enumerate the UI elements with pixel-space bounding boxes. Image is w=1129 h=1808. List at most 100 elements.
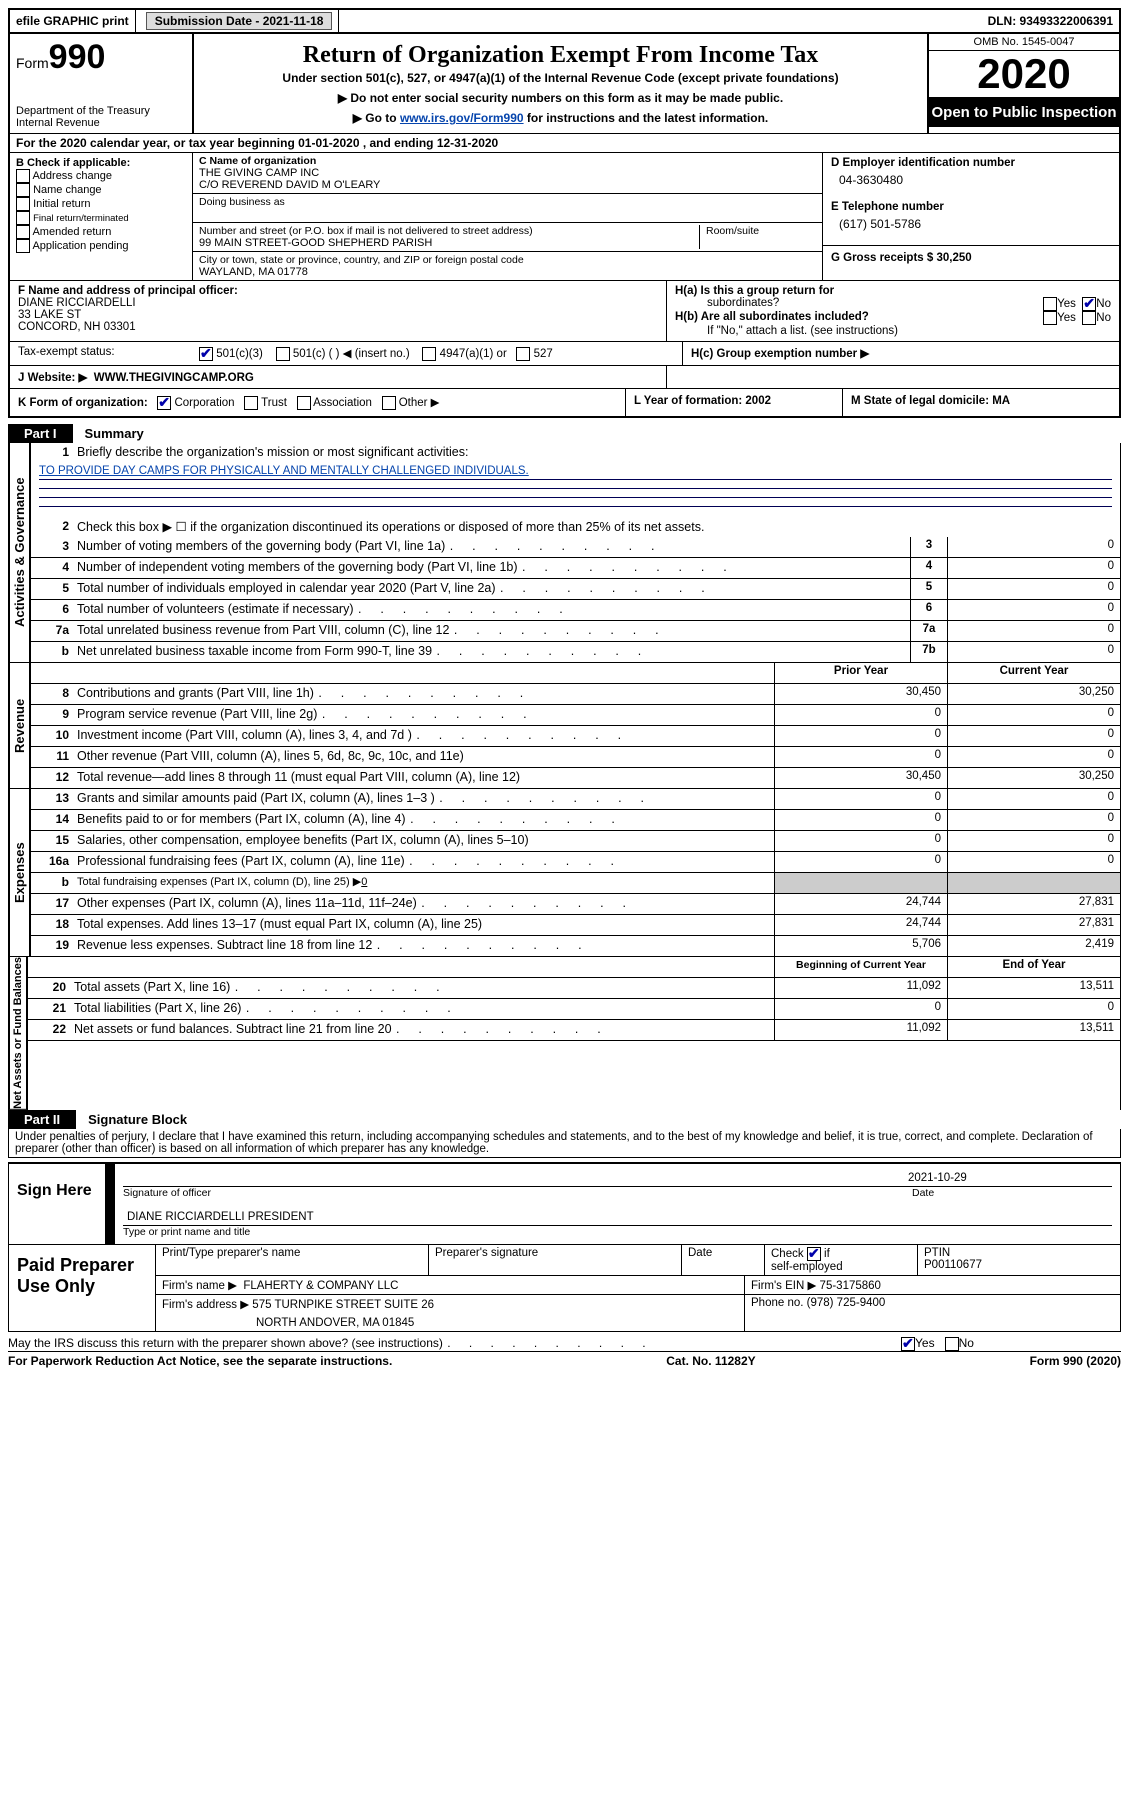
l5-text: Total number of individuals employed in …	[73, 579, 910, 599]
chk-527[interactable]	[516, 347, 530, 361]
part1-header: Part I Summary	[8, 424, 1121, 443]
sig-officer-label: Signature of officer	[123, 1187, 912, 1199]
h-curr: Current Year	[947, 663, 1120, 683]
inst-2: ▶ Go to www.irs.gov/Form990 for instruct…	[202, 111, 919, 125]
v9c: 0	[947, 705, 1120, 725]
status-label: Tax-exempt status:	[10, 342, 191, 365]
firm-ein: Firm's EIN ▶ 75-3175860	[745, 1276, 1120, 1294]
l8-text: Contributions and grants (Part VIII, lin…	[73, 684, 774, 704]
mission-text[interactable]: TO PROVIDE DAY CAMPS FOR PHYSICALLY AND …	[39, 465, 529, 477]
hb-inst: If "No," attach a list. (see instruction…	[675, 325, 1111, 337]
opt-assoc: Association	[313, 397, 372, 409]
dba-blank	[199, 208, 816, 220]
part2-header: Part II Signature Block	[8, 1110, 1121, 1129]
v18p: 24,744	[774, 915, 947, 935]
chk-hb-yes[interactable]	[1043, 311, 1057, 325]
chk-ha-no[interactable]	[1082, 297, 1096, 311]
part1-title: Summary	[73, 424, 156, 443]
form-subtitle: Under section 501(c), 527, or 4947(a)(1)…	[202, 71, 919, 85]
bottom-q: May the IRS discuss this return with the…	[8, 1336, 901, 1351]
section-m: M State of legal domicile: MA	[842, 389, 1119, 416]
v15p: 0	[774, 831, 947, 851]
n19: 19	[31, 936, 73, 956]
tax-year: 2020	[929, 51, 1119, 98]
officer-addr1: 33 LAKE ST	[18, 309, 658, 321]
opt-initial-return: Initial return	[33, 198, 90, 210]
chk-501c3[interactable]	[199, 347, 213, 361]
l21-text: Total liabilities (Part X, line 26)	[70, 999, 774, 1019]
sign-here-label: Sign Here	[9, 1164, 105, 1244]
city-label: City or town, state or province, country…	[199, 254, 816, 266]
chk-other[interactable]	[382, 396, 396, 410]
n12: 12	[31, 768, 73, 788]
firm-addr: Firm's address ▶ 575 TURNPIKE STREET SUI…	[156, 1295, 745, 1331]
year-col: OMB No. 1545-0047 2020 Open to Public In…	[927, 34, 1119, 133]
n7b: b	[31, 642, 73, 662]
sign-section: Sign Here 2021-10-29 Signature of office…	[8, 1162, 1121, 1332]
l6-text: Total number of volunteers (estimate if …	[73, 600, 910, 620]
l4-text: Number of independent voting members of …	[73, 558, 910, 578]
opt-name-change: Name change	[33, 184, 102, 196]
sig-officer-blank	[123, 1170, 904, 1186]
chk-4947[interactable]	[422, 347, 436, 361]
n14: 14	[31, 810, 73, 830]
chk-final-return[interactable]	[16, 211, 30, 225]
v7a: 0	[947, 621, 1120, 641]
form-title: Return of Organization Exempt From Incom…	[202, 42, 919, 69]
chk-ha-yes[interactable]	[1043, 297, 1057, 311]
n5: 5	[31, 579, 73, 599]
chk-discuss-yes[interactable]	[901, 1337, 915, 1351]
discuss-no: No	[959, 1336, 974, 1350]
v20p: 11,092	[774, 978, 947, 998]
l2-text: Check this box ▶ ☐ if the organization d…	[73, 517, 1120, 537]
chk-amended[interactable]	[16, 225, 30, 239]
form990-link[interactable]: www.irs.gov/Form990	[400, 111, 524, 125]
omb-number: OMB No. 1545-0047	[929, 34, 1119, 51]
m7a: 7a	[910, 621, 947, 641]
form-title-col: Return of Organization Exempt From Incom…	[194, 34, 927, 133]
chk-assoc[interactable]	[297, 396, 311, 410]
v11p: 0	[774, 747, 947, 767]
footer-right: Form 990 (2020)	[1030, 1354, 1121, 1368]
v22c: 13,511	[947, 1020, 1120, 1040]
v16ac: 0	[947, 852, 1120, 872]
v12c: 30,250	[947, 768, 1120, 788]
form-number: 990	[49, 38, 106, 76]
v10p: 0	[774, 726, 947, 746]
chk-name-change[interactable]	[16, 183, 30, 197]
v11c: 0	[947, 747, 1120, 767]
v15c: 0	[947, 831, 1120, 851]
chk-address-change[interactable]	[16, 169, 30, 183]
section-l: L Year of formation: 2002	[625, 389, 842, 416]
sig-typed-label: Type or print name and title	[123, 1226, 1112, 1238]
h-prior: Prior Year	[774, 663, 947, 683]
opt-corp: Corporation	[174, 397, 234, 409]
chk-hb-no[interactable]	[1082, 311, 1096, 325]
v6: 0	[947, 600, 1120, 620]
chk-initial-return[interactable]	[16, 197, 30, 211]
form-frame: Form990 Department of the Treasury Inter…	[8, 34, 1121, 418]
name-label: C Name of organization	[199, 155, 816, 167]
l18-text: Total expenses. Add lines 13–17 (must eq…	[73, 915, 774, 935]
section-h: H(a) Is this a group return for subordin…	[667, 281, 1119, 341]
n7a: 7a	[31, 621, 73, 641]
chk-discuss-no[interactable]	[945, 1337, 959, 1351]
l20-text: Total assets (Part X, line 16)	[70, 978, 774, 998]
chk-self-employed[interactable]	[807, 1247, 821, 1261]
chk-app-pending[interactable]	[16, 239, 30, 253]
v18c: 27,831	[947, 915, 1120, 935]
ha-yes: Yes	[1057, 298, 1076, 310]
paid-prep-label: Paid Preparer Use Only	[9, 1245, 156, 1331]
chk-corp[interactable]	[157, 396, 171, 410]
efile-label: efile GRAPHIC print	[10, 10, 136, 32]
n13: 13	[31, 789, 73, 809]
v3: 0	[947, 537, 1120, 557]
inst-2-pre: ▶ Go to	[353, 111, 400, 125]
sign-arrow-icon	[105, 1164, 115, 1244]
v10c: 0	[947, 726, 1120, 746]
dept-treasury: Department of the Treasury	[16, 105, 186, 117]
l12-text: Total revenue—add lines 8 through 11 (mu…	[73, 768, 774, 788]
chk-501c[interactable]	[276, 347, 290, 361]
opt-4947: 4947(a)(1) or	[440, 348, 507, 360]
chk-trust[interactable]	[244, 396, 258, 410]
